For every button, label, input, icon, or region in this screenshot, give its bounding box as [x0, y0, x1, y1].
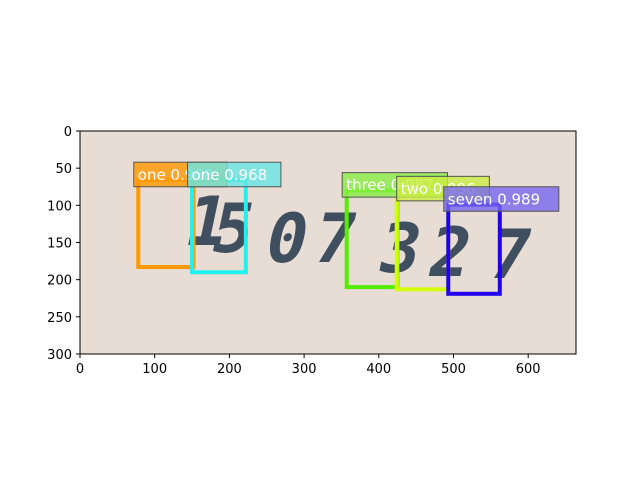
x-tick-label: 500: [441, 362, 466, 377]
detection-label: one 0.968: [192, 166, 268, 184]
x-tick-label: 0: [76, 362, 84, 377]
y-tick-label: 150: [47, 237, 72, 252]
y-tick-label: 100: [47, 199, 72, 214]
y-tick-label: 300: [47, 348, 72, 363]
detection-label: seven 0.989: [448, 190, 540, 208]
detection-label-box: [187, 161, 282, 188]
y-tick-label: 250: [47, 311, 72, 326]
x-tick-label: 300: [292, 362, 317, 377]
y-tick-label: 200: [47, 274, 72, 289]
y-tick-label: 50: [55, 162, 72, 177]
x-tick-label: 100: [142, 362, 167, 377]
y-tick-label: 0: [64, 125, 72, 140]
axes: 0 100 200 300 400 500 600 0 50 100 150 200 250 300: [47, 125, 577, 377]
x-tick-label: 200: [217, 362, 242, 377]
x-tick-label: 400: [366, 362, 391, 377]
x-tick-label: 600: [516, 362, 541, 377]
detection-label-box: [443, 186, 560, 212]
